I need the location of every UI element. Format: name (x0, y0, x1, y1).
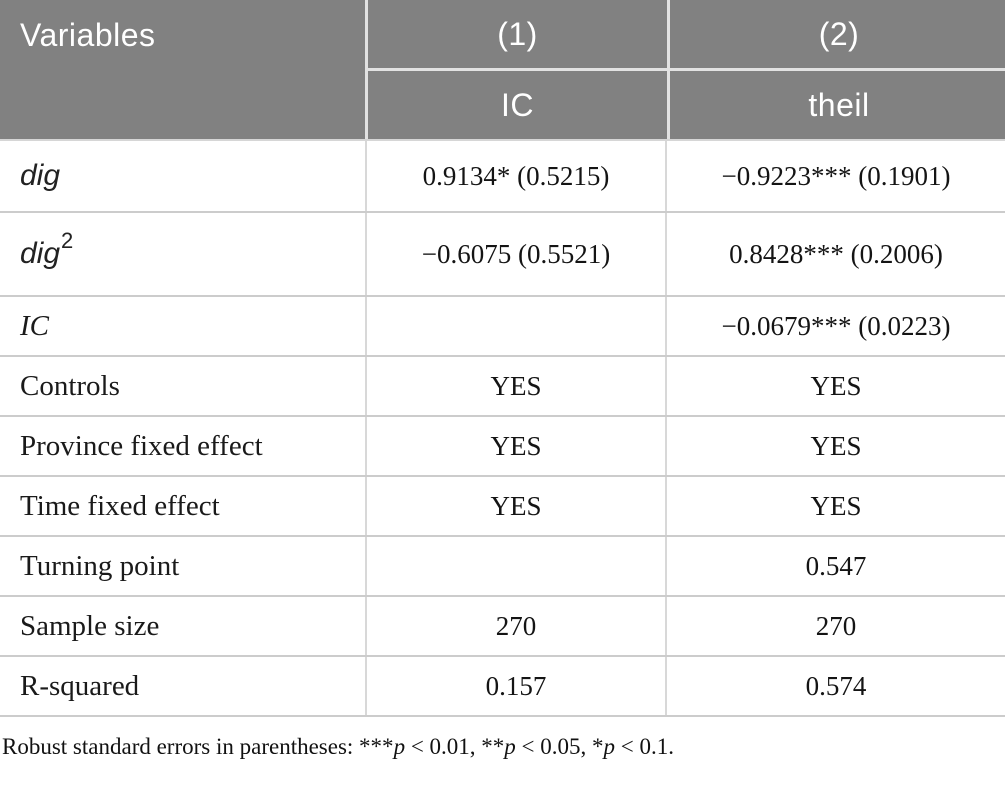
header-variables: Variables (0, 0, 365, 139)
header-depvar-ic: IC (368, 71, 667, 139)
header-variables-label: Variables (20, 17, 156, 53)
cell-model2: −0.9223*** (0.1901) (665, 141, 1005, 211)
cell-model1: 270 (365, 597, 665, 655)
cell-model2: −0.0679*** (0.0223) (665, 297, 1005, 355)
footnote-seg3: < 0.1. (615, 734, 675, 759)
cell-model1 (365, 297, 665, 355)
cell-model1: 0.157 (365, 657, 665, 715)
row-label: Sample size (20, 609, 160, 642)
header-model-1: (1) (368, 0, 667, 68)
header-model-2: (2) (670, 0, 1005, 68)
cell-model1 (365, 537, 665, 595)
footnote-p-italic: p (603, 734, 616, 759)
table-row-dig-squared: dig2 −0.6075 (0.5521) 0.8428*** (0.2006) (0, 211, 1005, 295)
footnote-p-italic: p (393, 734, 406, 759)
row-label: Province fixed effect (20, 429, 263, 462)
row-label: Controls (20, 369, 120, 402)
table-body: dig 0.9134* (0.5215) −0.9223*** (0.1901)… (0, 139, 1005, 717)
cell-model1: YES (365, 357, 665, 415)
row-label: Time fixed effect (20, 489, 220, 522)
cell-model1: 0.9134* (0.5215) (365, 141, 665, 211)
cell-model2: YES (665, 357, 1005, 415)
footnote-seg2: < 0.05, * (515, 734, 604, 759)
cell-model2: 270 (665, 597, 1005, 655)
row-label-superscript: 2 (61, 228, 74, 253)
row-label-text: IC (20, 309, 49, 342)
row-label: dig2 (0, 213, 365, 295)
table-row-dig: dig 0.9134* (0.5215) −0.9223*** (0.1901) (0, 139, 1005, 211)
cell-model1: −0.6075 (0.5521) (365, 213, 665, 295)
row-label: Turning point (20, 549, 180, 582)
footnote-p-italic: p (504, 734, 516, 759)
table-row-controls: Controls YES YES (0, 355, 1005, 415)
cell-model2: 0.574 (665, 657, 1005, 715)
header-model-1-label: (1) (497, 15, 538, 52)
header-depvar-theil-label: theil (808, 86, 870, 123)
table-row-sample-size: Sample size 270 270 (0, 595, 1005, 655)
table-row-province-fixed-effect: Province fixed effect YES YES (0, 415, 1005, 475)
cell-model1: YES (365, 417, 665, 475)
row-label: dig (0, 141, 365, 211)
table-row-r-squared: R-squared 0.157 0.574 (0, 655, 1005, 715)
footnote-prefix: Robust standard errors in parentheses: *… (2, 734, 394, 759)
row-label: IC (0, 297, 365, 355)
cell-model2: YES (665, 477, 1005, 535)
table-header: Variables (1) (2) IC theil (0, 0, 1005, 139)
table-row-turning-point: Turning point 0.547 (0, 535, 1005, 595)
row-label-text: dig2 (20, 230, 73, 271)
cell-model1: YES (365, 477, 665, 535)
cell-model2: YES (665, 417, 1005, 475)
header-model-2-label: (2) (818, 15, 860, 52)
row-label-text: dig (20, 159, 61, 192)
header-depvar-theil: theil (670, 71, 1005, 139)
row-label-base: dig (20, 237, 61, 270)
table-footnote: Robust standard errors in parentheses: *… (2, 734, 1005, 760)
table-row-time-fixed-effect: Time fixed effect YES YES (0, 475, 1005, 535)
header-depvar-ic-label: IC (501, 86, 534, 123)
cell-model2: 0.8428*** (0.2006) (665, 213, 1005, 295)
table-row-ic: IC −0.0679*** (0.0223) (0, 295, 1005, 355)
cell-model2: 0.547 (665, 537, 1005, 595)
results-table: Variables (1) (2) IC theil dig 0.9134* (… (0, 0, 1005, 717)
row-label: R-squared (20, 669, 140, 702)
footnote-seg1: < 0.01, ** (405, 734, 505, 759)
